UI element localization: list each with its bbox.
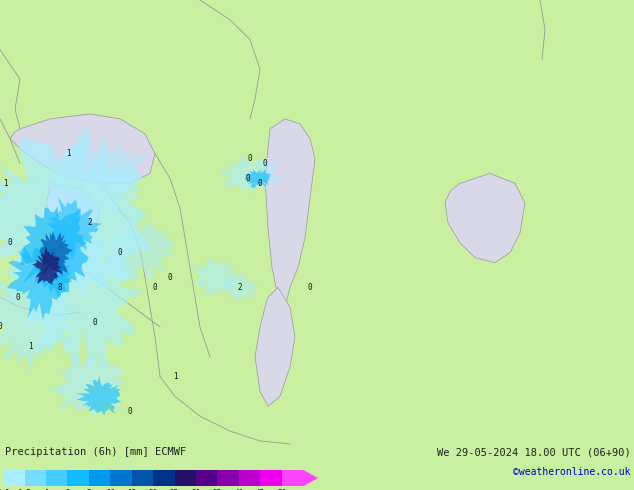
Text: 0: 0 bbox=[118, 248, 122, 257]
Text: 1: 1 bbox=[66, 149, 70, 158]
Bar bbox=[46, 470, 67, 487]
Polygon shape bbox=[45, 183, 100, 248]
Polygon shape bbox=[75, 376, 122, 416]
Text: 25: 25 bbox=[170, 489, 179, 490]
Bar bbox=[67, 470, 89, 487]
Text: 0.1: 0.1 bbox=[0, 489, 10, 490]
Polygon shape bbox=[265, 119, 315, 307]
Polygon shape bbox=[217, 155, 283, 196]
Polygon shape bbox=[255, 287, 295, 406]
Text: 0: 0 bbox=[0, 322, 3, 332]
Polygon shape bbox=[29, 133, 149, 216]
Bar bbox=[3, 470, 25, 487]
Text: 0: 0 bbox=[153, 283, 157, 292]
Text: 1: 1 bbox=[3, 179, 8, 188]
Text: 40: 40 bbox=[234, 489, 243, 490]
Text: 0: 0 bbox=[307, 283, 313, 292]
Text: 1: 1 bbox=[28, 343, 32, 351]
Text: 0: 0 bbox=[246, 174, 250, 183]
Text: 1: 1 bbox=[44, 489, 48, 490]
Bar bbox=[217, 470, 239, 487]
Polygon shape bbox=[21, 217, 141, 374]
Polygon shape bbox=[445, 173, 525, 263]
Text: 0.5: 0.5 bbox=[18, 489, 32, 490]
Text: 30: 30 bbox=[191, 489, 200, 490]
Polygon shape bbox=[39, 231, 73, 278]
Text: 35: 35 bbox=[213, 489, 222, 490]
Text: 2: 2 bbox=[65, 489, 70, 490]
Polygon shape bbox=[303, 470, 318, 487]
Text: 10: 10 bbox=[106, 489, 115, 490]
Text: 0: 0 bbox=[93, 318, 97, 326]
Text: 1: 1 bbox=[172, 372, 178, 381]
Text: 0: 0 bbox=[257, 179, 262, 188]
Polygon shape bbox=[0, 258, 84, 375]
Polygon shape bbox=[48, 353, 127, 418]
Text: 0: 0 bbox=[127, 407, 133, 416]
Bar bbox=[260, 470, 281, 487]
Bar bbox=[25, 470, 46, 487]
Bar bbox=[281, 470, 303, 487]
Text: 2: 2 bbox=[238, 283, 242, 292]
Text: 0: 0 bbox=[262, 159, 268, 168]
Text: 0: 0 bbox=[248, 154, 252, 163]
Bar bbox=[132, 470, 153, 487]
Bar bbox=[110, 470, 132, 487]
Text: 0: 0 bbox=[8, 238, 12, 247]
Polygon shape bbox=[243, 168, 271, 189]
Polygon shape bbox=[20, 206, 89, 297]
Bar bbox=[153, 470, 174, 487]
Text: 0: 0 bbox=[16, 293, 20, 302]
Polygon shape bbox=[221, 270, 259, 302]
Polygon shape bbox=[190, 256, 238, 296]
Bar bbox=[239, 470, 260, 487]
Text: 5: 5 bbox=[86, 489, 91, 490]
Polygon shape bbox=[7, 244, 72, 320]
Text: 8: 8 bbox=[58, 283, 62, 292]
Bar bbox=[196, 470, 217, 487]
Text: Precipitation (6h) [mm] ECMWF: Precipitation (6h) [mm] ECMWF bbox=[5, 447, 186, 457]
Polygon shape bbox=[10, 114, 155, 183]
Text: 15: 15 bbox=[127, 489, 136, 490]
Text: 2: 2 bbox=[87, 219, 93, 227]
Text: 45: 45 bbox=[256, 489, 265, 490]
Polygon shape bbox=[101, 212, 175, 282]
Text: 50: 50 bbox=[277, 489, 286, 490]
Bar bbox=[174, 470, 196, 487]
Polygon shape bbox=[46, 197, 102, 261]
Bar bbox=[89, 470, 110, 487]
Text: We 29-05-2024 18.00 UTC (06+90): We 29-05-2024 18.00 UTC (06+90) bbox=[437, 447, 631, 457]
Polygon shape bbox=[32, 246, 63, 285]
Text: 0: 0 bbox=[167, 273, 172, 282]
Text: 20: 20 bbox=[148, 489, 158, 490]
Polygon shape bbox=[0, 126, 153, 305]
Text: ©weatheronline.co.uk: ©weatheronline.co.uk bbox=[514, 467, 631, 477]
